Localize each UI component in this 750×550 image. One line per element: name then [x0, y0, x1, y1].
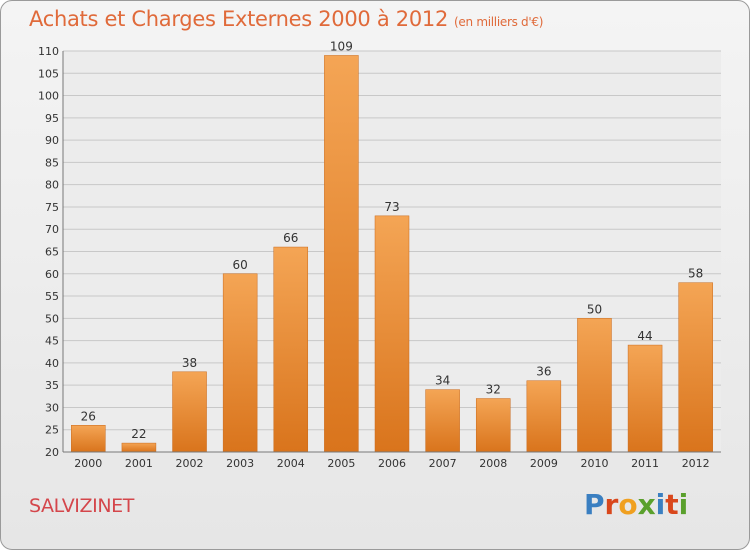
bar	[172, 371, 207, 453]
x-tick-label: 2002	[176, 457, 204, 470]
y-tick-label: 20	[45, 446, 59, 459]
x-tick-label: 2003	[226, 457, 254, 470]
data-label: 32	[486, 383, 501, 397]
bar	[577, 318, 612, 453]
x-tick-label: 2007	[429, 457, 457, 470]
x-tick-label: 2001	[125, 457, 153, 470]
x-tick-label: 2010	[580, 457, 608, 470]
bar	[222, 273, 258, 453]
y-tick-label: 85	[45, 156, 59, 169]
data-label: 38	[182, 356, 197, 370]
y-tick-label: 55	[45, 290, 59, 303]
data-label: 44	[637, 329, 652, 343]
logo-letter: t	[665, 488, 679, 521]
logo-letter: i	[678, 488, 689, 521]
x-tick-label: 2000	[74, 457, 102, 470]
data-label: 73	[384, 200, 399, 214]
y-tick-label: 70	[45, 223, 59, 236]
y-tick-label: 80	[45, 179, 59, 192]
bar	[475, 398, 511, 453]
place-name: SALVIZINET	[29, 495, 134, 517]
y-tick-label: 45	[45, 335, 59, 348]
chart-title: Achats et Charges Externes 2000 à 2012 (e…	[29, 7, 543, 31]
y-tick-labels: 20 25 30 35 40 45 50 55 60 65 70 75 80 85 90 95 100 105 11…	[38, 45, 59, 459]
data-label: 109	[330, 39, 353, 53]
value-labels: 26 22 38 60 66 109 73 34 32 36 50 44 58	[81, 39, 704, 441]
bar	[71, 425, 106, 453]
data-label: 22	[131, 427, 146, 441]
y-tick-label: 35	[45, 379, 59, 392]
logo-letter: o	[618, 488, 638, 521]
y-tick-label: 110	[38, 45, 59, 58]
y-tick-label: 105	[38, 67, 59, 80]
bar	[324, 55, 359, 453]
bar	[425, 389, 460, 453]
bar	[374, 215, 410, 453]
x-tick-label: 2005	[327, 457, 355, 470]
logo-letter: r	[604, 488, 619, 521]
bar	[526, 380, 562, 453]
data-label: 50	[587, 302, 602, 316]
axes	[62, 51, 721, 453]
data-label: 58	[688, 267, 703, 281]
bar	[121, 442, 157, 453]
data-label: 66	[283, 231, 298, 245]
logo-letter: i	[655, 488, 666, 521]
data-label: 60	[233, 258, 248, 272]
bar	[627, 344, 663, 453]
y-tick-label: 65	[45, 246, 59, 259]
x-tick-label: 2012	[682, 457, 710, 470]
proxiti-logo: Proxiti	[584, 488, 688, 521]
y-tick-label: 25	[45, 424, 59, 437]
y-tick-label: 75	[45, 201, 59, 214]
data-label: 34	[435, 374, 450, 388]
chart-title-text: Achats et Charges Externes 2000 à 2012	[29, 7, 449, 31]
y-tick-label: 40	[45, 357, 59, 370]
logo-letter: x	[637, 488, 656, 521]
x-tick-label: 2009	[530, 457, 558, 470]
y-tick-label: 100	[38, 90, 59, 103]
bars	[71, 55, 713, 453]
x-tick-labels: 2000 2001 2002 2003 2004 2005 2006 2007 2008 2009…	[74, 457, 709, 470]
y-tick-label: 50	[45, 312, 59, 325]
y-tick-label: 30	[45, 401, 59, 414]
x-tick-label: 2006	[378, 457, 406, 470]
y-tick-label: 90	[45, 134, 59, 147]
bar	[273, 246, 309, 453]
bar	[678, 282, 713, 453]
x-tick-label: 2008	[479, 457, 507, 470]
logo-letter: P	[584, 488, 605, 521]
data-label: 36	[536, 365, 551, 379]
y-tick-label: 60	[45, 268, 59, 281]
y-tick-label: 95	[45, 112, 59, 125]
chart-unit: (en milliers d'€)	[454, 15, 544, 29]
x-tick-label: 2011	[631, 457, 659, 470]
x-tick-label: 2004	[277, 457, 305, 470]
data-label: 26	[81, 409, 96, 423]
